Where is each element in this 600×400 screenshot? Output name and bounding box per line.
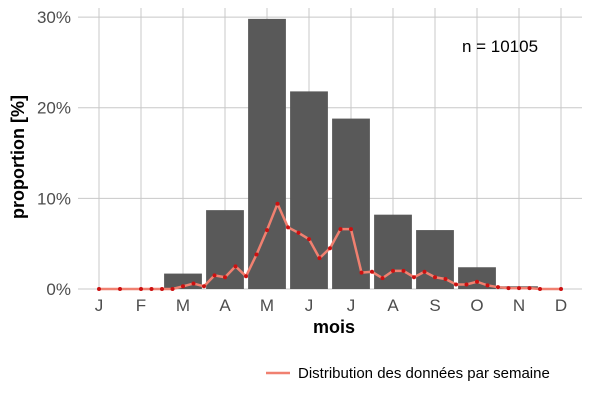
weekly-point-17 [286,225,290,230]
weekly-point-1 [97,287,101,291]
annotation-n: n = 10105 [462,37,538,56]
weekly-point-32 [443,277,448,282]
weekly-point-41 [538,287,542,291]
weekly-point-25 [370,269,374,274]
weekly-point-16 [275,201,280,206]
y-tick-label-30: 30% [37,8,71,27]
bar-7 [332,118,370,289]
weekly-point-12 [233,264,238,269]
y-axis-title: proportion [%] [8,95,28,219]
weekly-point-2 [118,287,122,291]
weekly-point-20 [317,256,322,261]
x-axis-title: mois [313,317,355,337]
bar-6 [290,91,328,289]
weekly-point-31 [433,275,437,280]
weekly-point-38 [506,286,511,291]
legend-label: Distribution des données par semaine [298,365,550,382]
x-tick-label-5: M [260,296,274,315]
x-tick-label-10: O [470,296,483,315]
x-tick-label-4: A [219,296,231,315]
weekly-point-26 [380,276,385,281]
weekly-series [97,201,563,291]
weekly-point-21 [328,246,332,251]
weekly-point-24 [359,270,364,275]
weekly-point-19 [307,237,311,242]
weekly-point-3 [139,287,143,291]
weekly-point-14 [254,252,259,257]
weekly-point-6 [170,287,175,291]
weekly-point-29 [412,275,416,280]
x-tick-label-3: M [176,296,190,315]
legend: Distribution des données par semaine [266,365,550,382]
y-axis-ticks: 0% 10% 20% 30% [37,8,71,299]
weekly-point-5 [160,287,164,291]
weekly-point-15 [265,228,269,233]
x-tick-label-12: D [555,296,567,315]
x-tick-label-7: J [347,296,356,315]
weekly-point-37 [496,285,500,290]
weekly-point-9 [202,284,206,289]
weekly-point-36 [485,283,490,288]
weekly-point-23 [349,227,353,232]
y-tick-label-10: 10% [37,189,71,208]
weekly-point-34 [464,282,469,287]
weekly-point-27 [391,268,395,273]
weekly-point-11 [223,275,227,280]
weekly-point-42 [559,287,563,291]
weekly-point-8 [191,281,196,286]
x-tick-label-2: F [136,296,146,315]
x-tick-label-6: J [305,296,314,315]
weekly-point-39 [517,286,521,291]
weekly-point-4 [149,287,154,291]
x-tick-label-11: N [513,296,525,315]
x-tick-label-9: S [429,296,440,315]
weekly-point-35 [475,279,479,284]
weekly-point-10 [212,273,217,278]
weekly-point-18 [296,230,301,235]
x-tick-label-1: J [95,296,104,315]
y-tick-label-20: 20% [37,99,71,118]
weekly-point-22 [338,227,343,232]
weekly-point-13 [244,274,248,279]
x-tick-label-8: A [387,296,399,315]
weekly-point-7 [181,284,185,289]
weekly-point-28 [401,268,406,273]
weekly-point-30 [422,269,427,274]
weekly-point-40 [527,286,532,291]
y-tick-label-0: 0% [46,280,71,299]
bar-5 [248,18,286,290]
weekly-point-33 [454,282,458,287]
